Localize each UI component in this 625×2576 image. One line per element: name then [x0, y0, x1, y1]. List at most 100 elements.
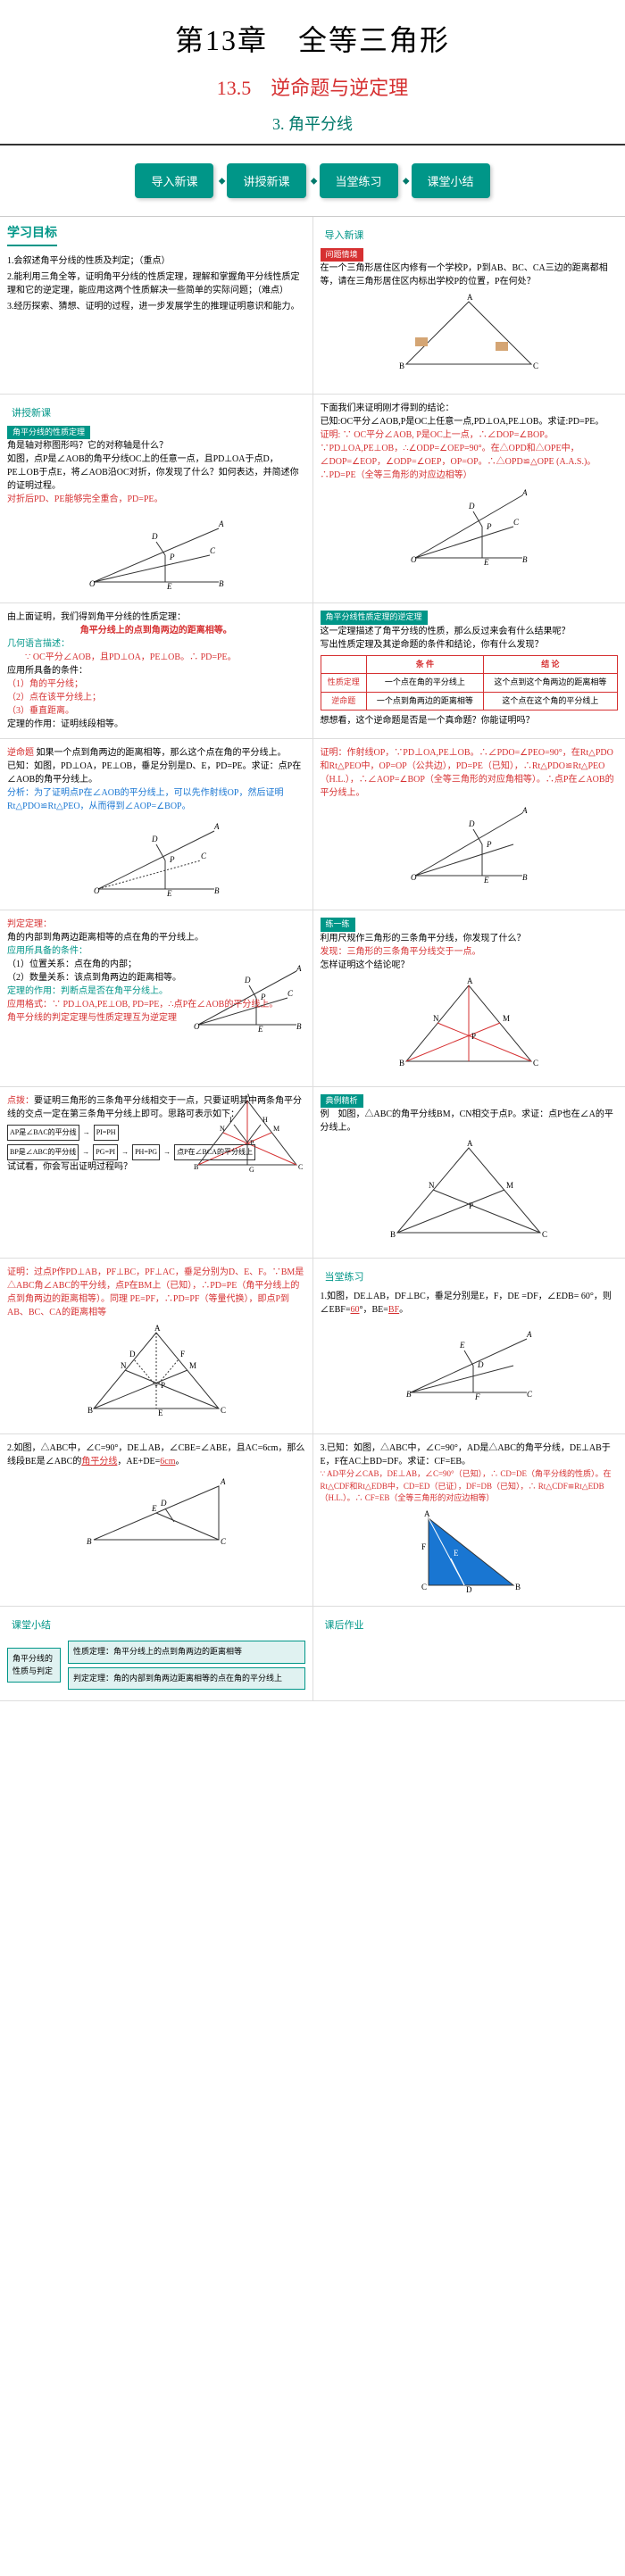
judge-app: 应用格式：∵ PD⊥OA,PE⊥OB, PD=PE，∴点P在∠AOB的平分线上。: [7, 998, 305, 1011]
hw3-diagram: ACB FDE: [411, 1509, 527, 1594]
svg-text:D: D: [477, 1360, 484, 1369]
svg-text:N: N: [121, 1361, 127, 1370]
svg-text:E: E: [166, 582, 172, 591]
cond-1: （1）角的平分线；: [7, 677, 305, 691]
angle-diagram-4: OA BP DE: [406, 804, 531, 885]
prop-theorem: 角平分线上的点到角两边的距离相等。: [7, 624, 305, 637]
svg-text:A: A: [526, 1330, 532, 1339]
problem-tag: 问题情境: [321, 248, 363, 262]
summary-b2: 判定定理：角的内部到角两边距离相等的点在角的平分线上: [68, 1667, 305, 1691]
svg-text:G: G: [249, 1166, 254, 1174]
practice-q: 利用尺规作三角形的三条角平分线，你发现了什么？: [321, 932, 619, 945]
svg-text:O: O: [194, 1022, 200, 1031]
chapter-title: 第13章 全等三角形: [9, 18, 616, 59]
svg-text:A: A: [154, 1324, 161, 1333]
after-tag: 课后作业: [321, 1614, 619, 1638]
svg-text:E: E: [483, 558, 489, 567]
prop-q2: 如图，点P是∠AOB的角平分线OC上的任意一点，且PD⊥OA于点D，PE⊥OB于…: [7, 453, 305, 493]
svg-text:A: A: [521, 488, 528, 497]
proof1-intro: 下面我们来证明刚才得到的结论：: [321, 402, 619, 415]
example-text: 例 如图，△ABC的角平分线BM，CN相交于点P。求证：点P也在∠A的平分线上。: [321, 1108, 619, 1134]
nav-summary[interactable]: 课堂小结: [412, 163, 490, 198]
intro-tag: 导入新课: [321, 224, 619, 248]
svg-text:M: M: [273, 1125, 279, 1133]
proof1-given: 已知:OC平分∠AOB,P是OC上任意一点,PD⊥OA,PE⊥OB。求证:PD=…: [321, 415, 619, 428]
svg-text:D: D: [466, 1585, 472, 1594]
svg-text:E: E: [454, 1549, 459, 1558]
svg-text:C: C: [210, 546, 216, 555]
inv-label: 逆命题: [7, 748, 34, 758]
nav-lecture[interactable]: 讲授新课: [227, 163, 305, 198]
svg-text:P: P: [486, 522, 492, 531]
inv-given: 已知：如图，PD⊥OA，PE⊥OB，垂足分别是D、E，PD=PE。求证：点P在∠…: [7, 760, 305, 786]
svg-text:O: O: [89, 579, 96, 588]
svg-text:P: P: [169, 553, 175, 561]
svg-text:C: C: [513, 518, 520, 527]
svg-text:B: B: [390, 1230, 396, 1239]
dial-box1: AP是∠BAC的平分线: [7, 1125, 79, 1141]
svg-text:C: C: [527, 1390, 533, 1399]
svg-text:B: B: [219, 579, 224, 588]
svg-text:H: H: [262, 1116, 268, 1124]
objective-3: 3.经历探索、猜想、证明的过程，进一步发展学生的推理证明意识和能力。: [7, 300, 305, 313]
dial-box2: BP是∠ABC的平分线: [7, 1144, 79, 1160]
svg-text:N: N: [429, 1181, 435, 1190]
intro-text: 在一个三角形居住区内修有一个学校P，P到AB、BC、CA三边的距离都相等，请在三…: [321, 262, 619, 288]
svg-text:P: P: [486, 840, 492, 849]
hw1-diagram: BA CD EF: [402, 1321, 536, 1401]
prop-fold: 对折后PD、PE能够完全重合，PD=PE。: [7, 493, 305, 506]
svg-text:P: P: [169, 855, 175, 864]
svg-text:D: D: [151, 532, 158, 541]
svg-text:D: D: [244, 976, 251, 985]
svg-text:F: F: [421, 1542, 426, 1551]
svg-text:D: D: [468, 819, 475, 828]
svg-text:A: A: [296, 964, 302, 973]
nav-intro[interactable]: 导入新课: [135, 163, 213, 198]
svg-text:E: E: [459, 1341, 465, 1350]
nav-practice[interactable]: 当堂练习: [320, 163, 398, 198]
svg-text:D: D: [129, 1350, 136, 1359]
proof1-steps: 证明: ∵ OC平分∠AOB, P是OC上一点，∴∠DOP=∠BOP。∵PD⊥O…: [321, 428, 619, 482]
svg-text:A: A: [218, 519, 224, 528]
summary-root: 角平分线的性质与判定: [7, 1648, 61, 1683]
prop-q1: 角是轴对称图形吗？它的对称轴是什么？: [7, 439, 305, 453]
svg-text:O: O: [411, 555, 417, 564]
svg-text:E: E: [158, 1408, 163, 1417]
triangle-bisectors: ABC NMP: [388, 976, 549, 1075]
svg-text:E: E: [151, 1504, 157, 1513]
hw3-text: 3.已知：如图，△ABC中，∠C=90°，AD是△ABC的角平分线，DE⊥AB于…: [321, 1442, 619, 1468]
svg-text:C: C: [542, 1230, 547, 1239]
svg-text:M: M: [506, 1181, 513, 1190]
svg-text:E: E: [257, 1025, 263, 1034]
objective-2: 2.能利用三角全等，证明角平分线的性质定理，理解和掌握角平分线性质定理和它的逆定…: [7, 270, 305, 297]
svg-text:E: E: [166, 889, 172, 898]
svg-text:D: D: [160, 1499, 167, 1508]
geom-lang: ∵ OC平分∠AOB，且PD⊥OA，PE⊥OB。∴ PD=PE。: [25, 651, 305, 664]
ex-proof: 证明：过点P作PD⊥AB，PF⊥BC，PF⊥AC，垂足分别为D、E、F。∵BM是…: [7, 1266, 305, 1319]
practice-tag: 练一练: [321, 918, 355, 932]
svg-text:B: B: [406, 1390, 412, 1399]
inverse-intro: 这一定理描述了角平分线的性质，那么反过来会有什么结果呢？: [321, 625, 619, 638]
cond-2: （2）点在该平分线上；: [7, 691, 305, 704]
conditions-label: 应用所具备的条件：: [7, 664, 305, 677]
svg-text:B: B: [88, 1406, 93, 1415]
inv-analysis: 分析：为了证明点P在∠AOB的平分线上，可以先作射线OP，然后证明Rt△PDO≌…: [7, 786, 305, 813]
nav-bar: 导入新课 讲授新课 当堂练习 课堂小结: [0, 145, 625, 217]
hw1: 1.如图，DE⊥AB，DF⊥BC，垂足分别是E，F，DE =DF，∠EDB= 6…: [321, 1290, 619, 1317]
svg-text:C: C: [298, 1163, 303, 1171]
angle-diagram-3: OA BC PDE: [89, 818, 223, 898]
inverse-q: 写出性质定理及其逆命题的条件和结论，你有什么发现？: [321, 638, 619, 652]
svg-text:A: A: [521, 806, 528, 815]
svg-text:B: B: [399, 1059, 404, 1068]
svg-text:D: D: [151, 835, 158, 843]
svg-text:B: B: [194, 1163, 198, 1171]
svg-text:C: C: [288, 989, 294, 998]
svg-text:N: N: [220, 1125, 225, 1133]
subsection-title: 3. 角平分线: [9, 112, 616, 135]
svg-text:C: C: [533, 1059, 538, 1068]
svg-text:B: B: [522, 873, 528, 882]
angle-diagram-2: OA BP DEC: [406, 486, 531, 567]
svg-text:B: B: [87, 1537, 92, 1546]
angle-diagram-1: O A B C P D E: [85, 511, 228, 591]
svg-text:C: C: [221, 1537, 227, 1546]
